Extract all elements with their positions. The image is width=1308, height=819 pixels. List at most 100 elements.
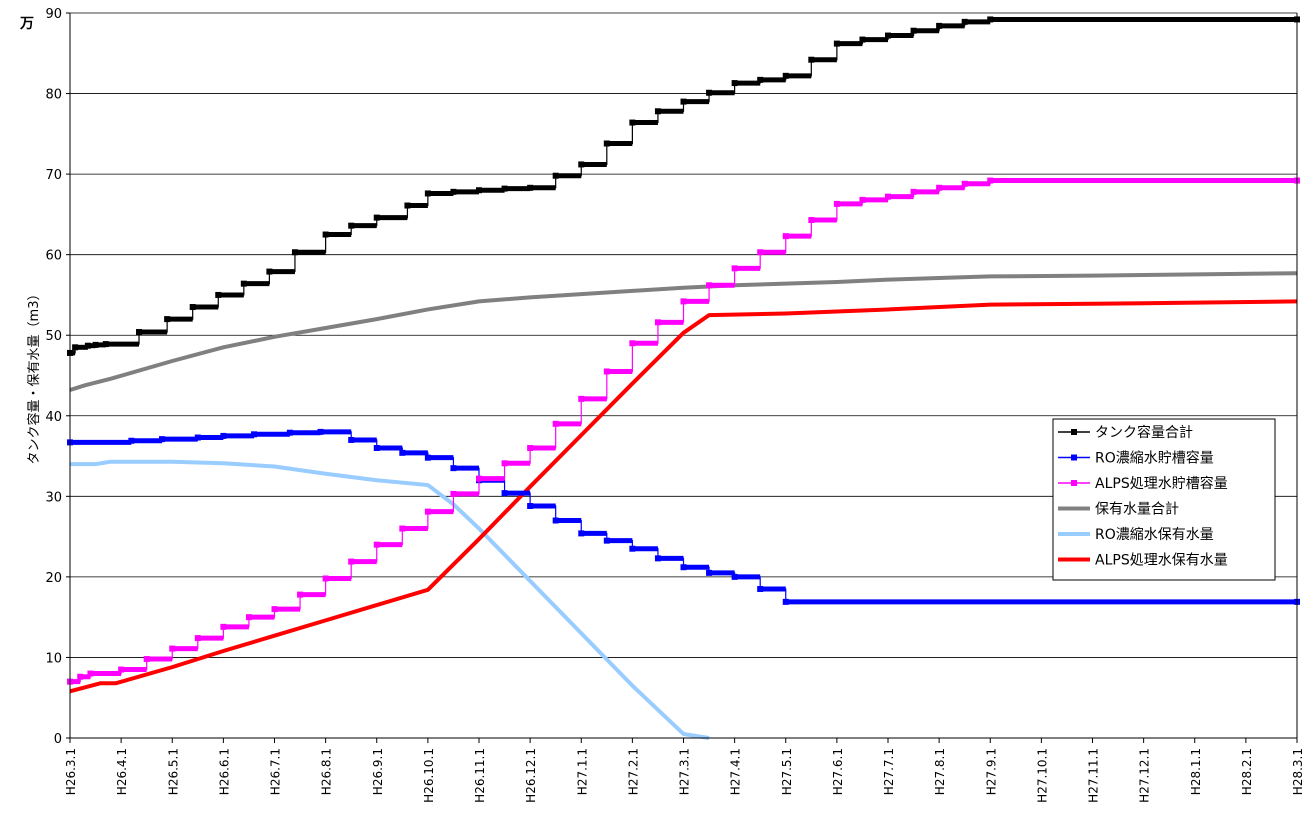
data-point xyxy=(961,18,968,25)
data-point xyxy=(450,465,457,472)
data-point xyxy=(245,614,252,621)
legend-marker xyxy=(1071,480,1077,486)
y-tick-label: 70 xyxy=(45,168,62,183)
y-unit-label: 万 xyxy=(19,16,34,32)
data-point xyxy=(399,525,406,532)
data-point xyxy=(782,598,789,605)
series-5 xyxy=(69,299,1298,694)
data-point xyxy=(782,72,789,79)
legend-marker xyxy=(1071,429,1077,435)
x-tick-label: H27.10.1 xyxy=(1035,748,1049,803)
data-point xyxy=(476,475,482,482)
x-tick-label: H27.1.1 xyxy=(575,748,589,795)
data-point xyxy=(220,623,227,630)
data-point xyxy=(680,98,687,105)
data-point xyxy=(450,188,457,195)
x-tick-label: H27.9.1 xyxy=(984,748,998,795)
legend-label: 保有水量合計 xyxy=(1095,502,1179,518)
axes: 0 10 20 30 40 50 60 70 80 90 H26.3.1 H26.4.1 H26.5.1… xyxy=(45,7,1305,803)
x-tick-label: H26.4.1 xyxy=(115,748,129,795)
x-tick-label: H26.9.1 xyxy=(371,748,385,795)
data-point xyxy=(322,575,329,582)
data-point xyxy=(128,437,135,444)
data-point xyxy=(159,436,166,443)
y-tick-label: 40 xyxy=(45,410,62,425)
x-tick-label: H27.8.1 xyxy=(933,748,947,795)
data-point xyxy=(833,200,840,207)
series-2 xyxy=(67,177,1300,685)
x-tick-label: H27.3.1 xyxy=(678,748,692,795)
data-point xyxy=(136,329,143,335)
legend-item: RO濃縮水保有水量 xyxy=(1058,527,1214,543)
y-tick-label: 50 xyxy=(45,329,62,344)
x-tick-label: H27.12.1 xyxy=(1138,748,1152,803)
data-point xyxy=(833,40,840,47)
data-point xyxy=(271,606,278,613)
data-point xyxy=(731,573,738,580)
legend-label: RO濃縮水保有水量 xyxy=(1095,527,1214,543)
legend-item: RO濃縮水貯槽容量 xyxy=(1058,450,1214,467)
data-point xyxy=(404,202,411,209)
x-tick-label: H28.2.1 xyxy=(1240,748,1254,795)
data-point xyxy=(84,342,91,349)
data-point xyxy=(859,196,866,203)
series-layer xyxy=(67,16,1300,740)
data-point xyxy=(118,666,125,673)
data-point xyxy=(87,670,94,677)
data-point xyxy=(501,490,508,497)
data-point xyxy=(266,268,273,275)
data-point xyxy=(731,265,738,272)
x-tick-label: H26.5.1 xyxy=(166,748,180,795)
data-point xyxy=(399,449,406,456)
data-point xyxy=(987,16,994,23)
x-tick-label: H26.11.1 xyxy=(473,748,487,803)
data-point xyxy=(808,56,815,63)
x-tick-label: H27.6.1 xyxy=(831,748,845,795)
data-point xyxy=(169,645,176,652)
y-tick-label: 90 xyxy=(45,7,62,22)
data-point xyxy=(291,249,298,256)
data-point xyxy=(885,32,891,39)
data-point xyxy=(680,298,687,305)
y-tick-label: 10 xyxy=(45,651,62,666)
data-point xyxy=(424,190,431,197)
x-tick-label: H26.3.1 xyxy=(64,748,78,795)
series-4 xyxy=(70,459,710,740)
y-tick-label: 20 xyxy=(45,571,62,586)
legend-item: ALPS処理水貯槽容量 xyxy=(1058,475,1228,492)
data-point xyxy=(189,304,196,311)
legend-label: ALPS処理水貯槽容量 xyxy=(1095,475,1228,492)
data-point xyxy=(706,89,713,96)
data-point xyxy=(164,316,171,323)
data-point xyxy=(680,564,687,571)
data-point xyxy=(654,108,661,115)
data-point xyxy=(348,558,355,565)
data-point xyxy=(987,177,994,184)
data-point xyxy=(527,445,534,451)
x-tick-label: H26.10.1 xyxy=(422,748,436,803)
x-tick-label: H28.1.1 xyxy=(1189,748,1203,795)
data-point xyxy=(501,460,508,467)
x-tick-label: H27.5.1 xyxy=(780,748,794,795)
x-tick-label: H26.6.1 xyxy=(217,748,231,795)
data-point xyxy=(424,454,431,461)
data-point xyxy=(501,185,508,192)
x-tick-label: H27.7.1 xyxy=(882,748,896,795)
data-point xyxy=(885,193,891,200)
series-line xyxy=(70,459,710,740)
data-point xyxy=(552,172,559,179)
data-point xyxy=(194,434,201,441)
data-point xyxy=(578,395,585,402)
data-point xyxy=(629,545,636,552)
data-point xyxy=(424,508,431,515)
legend-marker xyxy=(1071,454,1077,461)
data-point xyxy=(910,27,917,34)
data-point xyxy=(450,490,457,497)
y-axis-title: タンク容量・保有水量（m3） xyxy=(26,288,42,465)
data-point xyxy=(629,119,636,126)
data-point xyxy=(808,217,815,224)
legend-item: タンク容量合計 xyxy=(1058,424,1193,441)
series-0 xyxy=(67,16,1300,356)
data-point xyxy=(373,541,380,548)
x-tick-label: H26.12.1 xyxy=(524,748,538,803)
